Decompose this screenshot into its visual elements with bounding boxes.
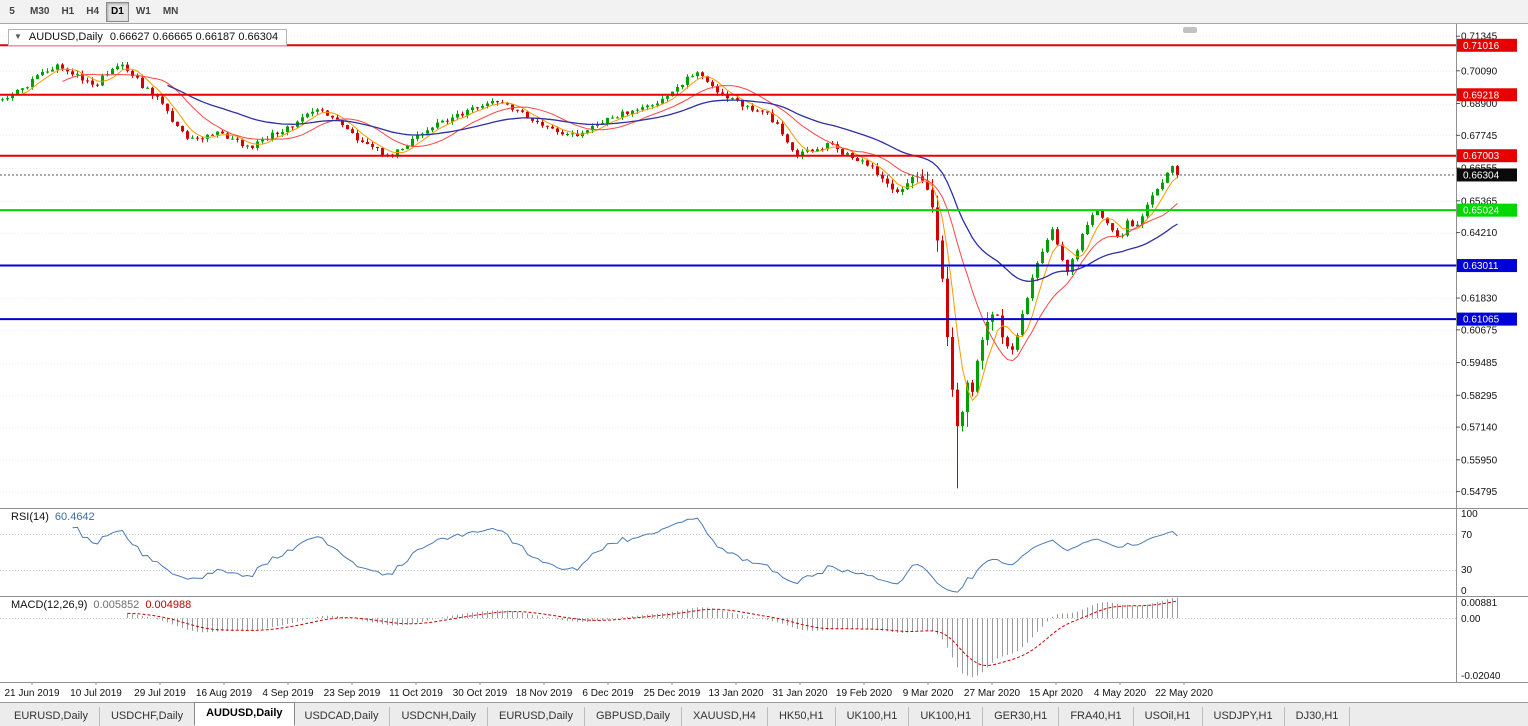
symbol-tab-bar: EURUSD,Daily USDCHF,Daily AUDUSD,Daily USDC… (0, 702, 1528, 726)
timeframe-button-m30[interactable]: M30 (25, 2, 54, 22)
svg-text:27 Mar 2020: 27 Mar 2020 (964, 688, 1021, 699)
symbol-tab-eurusd-daily[interactable]: EURUSD,Daily (488, 707, 585, 726)
svg-text:9 Mar 2020: 9 Mar 2020 (903, 688, 954, 699)
svg-text:30 Oct 2019: 30 Oct 2019 (453, 688, 508, 699)
rsi-name: RSI(14) (11, 511, 49, 523)
svg-text:15 Apr 2020: 15 Apr 2020 (1029, 688, 1083, 699)
macd-signal-value: 0.004988 (145, 599, 192, 611)
macd-main-value: 0.005852 (93, 599, 140, 611)
svg-text:21 Jun 2019: 21 Jun 2019 (4, 688, 59, 699)
svg-text:0.68900: 0.68900 (1461, 99, 1498, 110)
svg-text:0.58295: 0.58295 (1461, 391, 1498, 402)
pane-separators (0, 24, 1528, 683)
symbol-tab-uk100-h1[interactable]: UK100,H1 (909, 707, 984, 726)
macd-signal-line (127, 600, 1178, 667)
svg-text:0.71016: 0.71016 (1463, 41, 1500, 52)
svg-text:0.67003: 0.67003 (1463, 151, 1500, 162)
ma-mid-line (62, 73, 1178, 362)
timeframe-button-h1[interactable]: H1 (56, 2, 79, 22)
svg-text:0.59485: 0.59485 (1461, 358, 1498, 369)
svg-text:0.71345: 0.71345 (1461, 32, 1498, 43)
macd-histogram (127, 597, 1178, 678)
svg-text:31 Jan 2020: 31 Jan 2020 (772, 688, 827, 699)
svg-text:0.67745: 0.67745 (1461, 131, 1498, 142)
symbol-tab-dj30-h1[interactable]: DJ30,H1 (1285, 707, 1351, 726)
time-axis[interactable] (31, 682, 1185, 685)
svg-text:0.57140: 0.57140 (1461, 423, 1498, 434)
svg-text:0.61065: 0.61065 (1463, 315, 1500, 326)
svg-text:0.00: 0.00 (1461, 614, 1481, 625)
symbol-tab-uk100-h1[interactable]: UK100,H1 (836, 707, 910, 726)
svg-text:0.63011: 0.63011 (1463, 261, 1499, 272)
chevron-down-icon[interactable]: ▼ (14, 32, 22, 41)
timeframe-toolbar: 5 M30 H1 H4 D1 W1 MN (0, 0, 1528, 24)
symbol-tab-usdchf-daily[interactable]: USDCHF,Daily (100, 707, 196, 726)
chart-ohlc-readout: 0.66627 0.66665 0.66187 0.66304 (109, 31, 279, 43)
svg-text:100: 100 (1461, 509, 1478, 520)
rsi-value: 60.4642 (54, 511, 95, 523)
svg-text:0.69218: 0.69218 (1463, 90, 1500, 101)
chart-symbol-label: AUDUSD,Daily (28, 31, 103, 43)
svg-text:25 Dec 2019: 25 Dec 2019 (644, 688, 701, 699)
timeframe-button-5[interactable]: 5 (1, 2, 23, 22)
timeframe-button-mn[interactable]: MN (158, 2, 184, 22)
ma-slow-line (167, 84, 1178, 282)
symbol-tab-xauusd-h4[interactable]: XAUUSD,H4 (682, 707, 768, 726)
svg-text:23 Sep 2019: 23 Sep 2019 (324, 688, 381, 699)
rsi-indicator-label: RSI(14) 60.4642 (8, 511, 98, 523)
svg-text:0.66304: 0.66304 (1463, 170, 1500, 181)
timeframe-button-h4[interactable]: H4 (81, 2, 104, 22)
svg-text:4 Sep 2019: 4 Sep 2019 (262, 688, 314, 699)
symbol-tab-eurusd-daily[interactable]: EURUSD,Daily (3, 707, 100, 726)
svg-text:10 Jul 2019: 10 Jul 2019 (70, 688, 122, 699)
symbol-tab-usoil-h1[interactable]: USOil,H1 (1134, 707, 1203, 726)
timeframe-button-d1[interactable]: D1 (106, 1, 129, 22)
price-chart[interactable]: 0.713450.700900.689000.677450.665550.653… (0, 24, 1528, 702)
symbol-tab-hk50-h1[interactable]: HK50,H1 (768, 707, 836, 726)
macd-indicator-label: MACD(12,26,9) 0.005852 0.004988 (8, 599, 195, 611)
symbol-tab-usdcnh-daily[interactable]: USDCNH,Daily (390, 707, 489, 726)
svg-text:16 Aug 2019: 16 Aug 2019 (196, 688, 253, 699)
svg-text:-0.02040: -0.02040 (1461, 671, 1501, 682)
svg-text:19 Feb 2020: 19 Feb 2020 (836, 688, 893, 699)
price-axis[interactable] (1456, 24, 1528, 702)
svg-text:4 May 2020: 4 May 2020 (1094, 688, 1147, 699)
timeframe-button-w1[interactable]: W1 (131, 2, 156, 22)
svg-text:6 Dec 2019: 6 Dec 2019 (582, 688, 634, 699)
symbol-tab-fra40-h1[interactable]: FRA40,H1 (1059, 707, 1134, 726)
svg-text:30: 30 (1461, 565, 1473, 576)
chart-scrollbar-thumb[interactable] (1183, 27, 1197, 33)
svg-text:0.00881: 0.00881 (1461, 598, 1498, 609)
symbol-tab-usdcad-daily[interactable]: USDCAD,Daily (294, 707, 391, 726)
axis-price-labels (1457, 38, 1517, 326)
svg-text:70: 70 (1461, 530, 1473, 541)
svg-text:0.61830: 0.61830 (1461, 294, 1498, 305)
svg-text:0.70090: 0.70090 (1461, 66, 1498, 77)
current-price-label (1457, 168, 1517, 182)
svg-text:18 Nov 2019: 18 Nov 2019 (516, 688, 573, 699)
svg-text:13 Jan 2020: 13 Jan 2020 (708, 688, 763, 699)
svg-text:0: 0 (1461, 586, 1467, 597)
macd-name: MACD(12,26,9) (11, 599, 88, 611)
chart-title-box: ▼ AUDUSD,Daily 0.66627 0.66665 0.66187 0… (8, 29, 288, 46)
ma-fast-line (22, 68, 1178, 402)
rsi-line (72, 517, 1178, 593)
svg-text:0.54795: 0.54795 (1461, 487, 1498, 498)
candles-layer (1, 62, 1179, 489)
svg-text:29 Jul 2019: 29 Jul 2019 (134, 688, 186, 699)
symbol-tab-gbpusd-daily[interactable]: GBPUSD,Daily (585, 707, 682, 726)
symbol-tab-audusd-daily[interactable]: AUDUSD,Daily (194, 702, 295, 726)
svg-text:0.60675: 0.60675 (1461, 325, 1498, 336)
chart-region[interactable]: 0.713450.700900.689000.677450.665550.653… (0, 24, 1528, 702)
svg-text:0.55950: 0.55950 (1461, 455, 1498, 466)
svg-text:11 Oct 2019: 11 Oct 2019 (389, 688, 443, 699)
symbol-tab-ger30-h1[interactable]: GER30,H1 (983, 707, 1060, 726)
svg-text:22 May 2020: 22 May 2020 (1155, 688, 1213, 699)
chart-plot-area[interactable] (0, 24, 1528, 702)
symbol-tab-usdjpy-h1[interactable]: USDJPY,H1 (1203, 707, 1285, 726)
svg-text:0.65024: 0.65024 (1463, 206, 1500, 217)
svg-text:0.64210: 0.64210 (1461, 228, 1498, 239)
svg-text:0.65365: 0.65365 (1461, 196, 1498, 207)
